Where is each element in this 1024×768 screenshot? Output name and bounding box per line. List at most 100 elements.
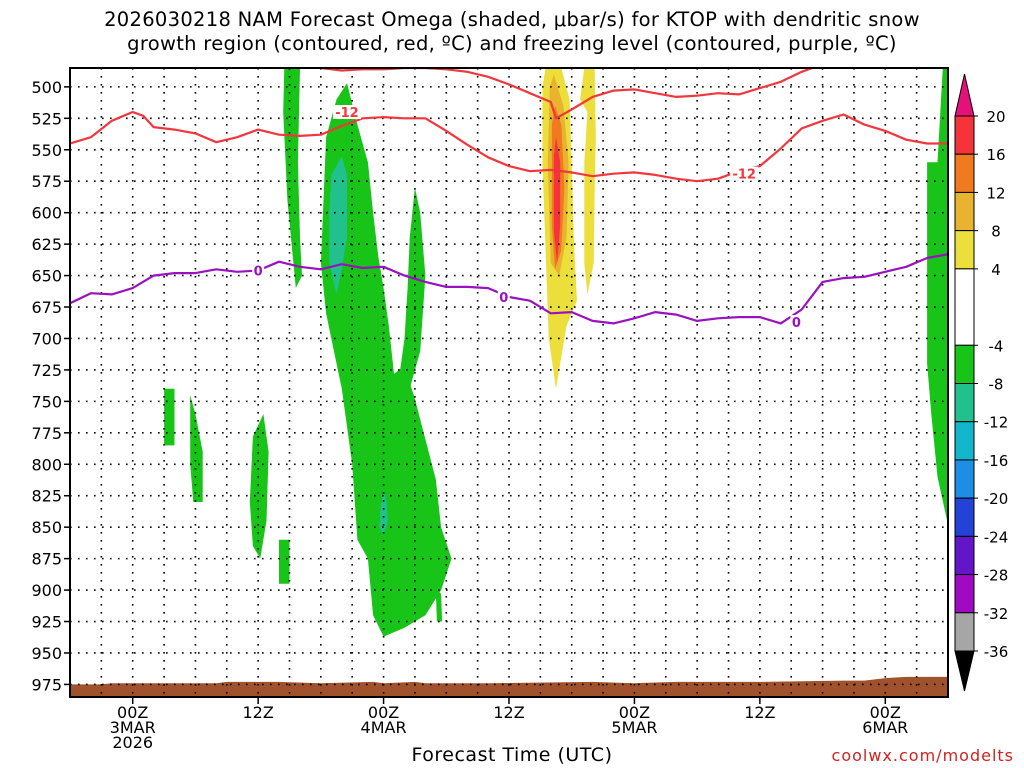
colorbar-band (954, 383, 975, 423)
omega-teal-lower (379, 489, 388, 536)
colorbar-band (954, 459, 975, 499)
y-tick-label: 500 (31, 78, 62, 97)
colorbar-band (954, 344, 975, 384)
plot-frame (69, 67, 949, 698)
colorbar-label: -8 (989, 376, 1004, 394)
omega-shading-layer (164, 68, 948, 637)
terrain-fill (70, 676, 948, 697)
freezing-level-label: 0 (254, 265, 263, 280)
freezing-level-label-bg (790, 315, 803, 330)
dgz-upper-label-bg (332, 105, 361, 120)
colorbar: 20 16 12 8 4 -4 -8 -12 -16 -20 -24 -28 -32 -36 (954, 73, 1009, 692)
y-tick-label: 600 (31, 204, 62, 223)
colorbar-label: -32 (984, 605, 1009, 623)
y-tick-label: 550 (31, 141, 62, 160)
freezing-level-label-bg (252, 263, 265, 278)
grid-layer (70, 68, 948, 697)
y-tick-label: 700 (31, 329, 62, 348)
omega-green-east (927, 68, 948, 525)
y-tick-label: 850 (31, 518, 62, 537)
x-tick-date-label: 5MAR (611, 718, 657, 737)
colorbar-label: 4 (991, 261, 1001, 279)
x-tick-date-label: 4MAR (361, 718, 407, 737)
freezing-level-label: 0 (792, 316, 801, 331)
chart-title-line-2: growth region (contoured, red, ºC) and f… (127, 32, 897, 55)
colorbar-bottom-arrow (954, 650, 975, 692)
dgz-upper-label: -12 (335, 106, 359, 121)
colorbar-band (954, 191, 975, 232)
colorbar-label: -20 (984, 490, 1009, 508)
dgz-upper-line (70, 110, 948, 183)
colorbar-band (954, 497, 975, 537)
y-tick-label: 525 (31, 109, 62, 128)
colorbar-label: 16 (986, 146, 1005, 164)
terrain-layer (70, 676, 948, 697)
y-tick-label: 650 (31, 267, 62, 286)
omega-green-bit-1 (435, 590, 443, 622)
colorbar-label: -16 (984, 452, 1009, 470)
y-tick-label: 950 (31, 644, 62, 663)
x-tick-label: 00Z (117, 703, 148, 722)
x-tick-label: 12Z (493, 703, 524, 722)
y-tick-label: 725 (31, 361, 62, 380)
x-tick-label: 00Z (619, 703, 650, 722)
omega-red (553, 137, 561, 263)
freezing-level-label: 0 (499, 291, 508, 306)
colorbar-label: -4 (989, 337, 1004, 355)
y-tick-label: 900 (31, 581, 62, 600)
y-tick-label: 625 (31, 235, 62, 254)
y-tick-label: 925 (31, 613, 62, 632)
omega-green-west-5 (249, 414, 269, 559)
colorbar-band (954, 535, 975, 576)
y-axis: 500 525 550 575 600 625 650 675 700 725 750 775 800 8… (31, 78, 70, 694)
omega-teal-upper (329, 156, 347, 295)
x-axis-title: Forecast Time (UTC) (411, 744, 613, 766)
freezing-level-line (70, 253, 948, 325)
credit-text: coolwx.com/modelts (831, 746, 1014, 765)
dgz-lower-label-bg (730, 166, 759, 181)
y-tick-label: 775 (31, 424, 62, 443)
x-tick-label: 12Z (242, 703, 273, 722)
y-tick-label: 825 (31, 487, 62, 506)
colorbar-label: 20 (986, 108, 1005, 126)
omega-yellow-2 (580, 68, 596, 295)
colorbar-label: -12 (984, 414, 1009, 432)
colorbar-label: -28 (984, 567, 1009, 585)
colorbar-label: -36 (984, 643, 1009, 661)
y-tick-label: 800 (31, 455, 62, 474)
colorbar-band (954, 268, 975, 346)
y-tick-label: 675 (31, 298, 62, 317)
omega-green-west-4 (279, 539, 290, 584)
omega-green-main (320, 83, 452, 637)
x-tick-date-label: 3MAR (110, 718, 156, 737)
colorbar-band (954, 574, 975, 614)
x-tick-date-label: 2026 (112, 733, 153, 752)
x-tick-label: 12Z (744, 703, 775, 722)
chart-title-line-1: 2026030218 NAM Forecast Omega (shaded, μ… (104, 8, 920, 31)
x-tick-label: 00Z (870, 703, 901, 722)
omega-green-west-3 (190, 395, 203, 502)
colorbar-band (954, 115, 975, 155)
colorbar-band (954, 153, 975, 193)
y-tick-label: 975 (31, 675, 62, 694)
y-tick-label: 575 (31, 172, 62, 191)
x-tick-date-label: 6MAR (862, 718, 908, 737)
colorbar-band (954, 421, 975, 461)
contour-layer: -12 -12 0 0 0 (70, 68, 948, 331)
colorbar-band (954, 230, 975, 270)
dgz-lower-line (320, 68, 813, 120)
y-tick-label: 750 (31, 392, 62, 411)
x-tick-label: 00Z (368, 703, 399, 722)
colorbar-label: -24 (984, 528, 1009, 546)
colorbar-label: 12 (986, 184, 1005, 202)
freezing-level-label-bg (497, 289, 510, 304)
omega-green-west-1 (283, 68, 302, 289)
colorbar-top-arrow (954, 73, 975, 117)
colorbar-label: 8 (991, 223, 1001, 241)
colorbar-band (954, 612, 975, 652)
omega-green-west-2 (164, 388, 175, 446)
y-tick-label: 875 (31, 550, 62, 569)
omega-green-tower-2 (399, 187, 426, 389)
